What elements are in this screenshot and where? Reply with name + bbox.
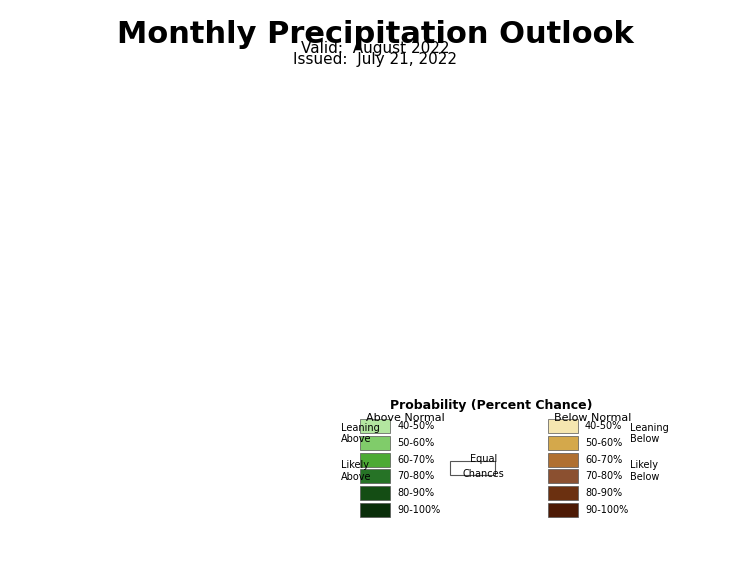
Text: 60-70%: 60-70% [398, 455, 435, 465]
Text: 90-100%: 90-100% [398, 505, 441, 514]
FancyBboxPatch shape [548, 486, 578, 500]
FancyBboxPatch shape [360, 419, 390, 433]
Text: Leaning
Below: Leaning Below [630, 423, 669, 444]
Text: 80-90%: 80-90% [398, 488, 435, 498]
Text: Monthly Precipitation Outlook: Monthly Precipitation Outlook [117, 20, 633, 49]
Text: Issued:  July 21, 2022: Issued: July 21, 2022 [293, 52, 457, 67]
Text: 70-80%: 70-80% [585, 472, 622, 481]
Text: Chances: Chances [463, 469, 505, 478]
Text: 70-80%: 70-80% [398, 472, 435, 481]
Text: Equal: Equal [470, 454, 497, 464]
FancyBboxPatch shape [548, 436, 578, 450]
Text: Likely
Below: Likely Below [630, 461, 659, 482]
Text: Above Normal: Above Normal [366, 413, 444, 423]
Text: 40-50%: 40-50% [398, 421, 435, 432]
Text: Valid:  August 2022: Valid: August 2022 [301, 41, 449, 56]
FancyBboxPatch shape [360, 503, 390, 517]
Text: Leaning
Above: Leaning Above [341, 423, 380, 444]
FancyBboxPatch shape [360, 469, 390, 483]
Text: Likely
Above: Likely Above [341, 461, 372, 482]
FancyBboxPatch shape [548, 503, 578, 517]
FancyBboxPatch shape [548, 469, 578, 483]
Text: 40-50%: 40-50% [585, 421, 622, 432]
Text: Probability (Percent Chance): Probability (Percent Chance) [390, 399, 592, 412]
FancyBboxPatch shape [548, 419, 578, 433]
Text: Below Normal: Below Normal [554, 413, 632, 423]
Text: 50-60%: 50-60% [585, 438, 622, 448]
FancyBboxPatch shape [360, 453, 390, 466]
Text: 60-70%: 60-70% [585, 455, 622, 465]
FancyBboxPatch shape [548, 453, 578, 466]
FancyBboxPatch shape [450, 461, 495, 475]
Text: 50-60%: 50-60% [398, 438, 435, 448]
FancyBboxPatch shape [360, 486, 390, 500]
Text: 80-90%: 80-90% [585, 488, 622, 498]
FancyBboxPatch shape [360, 436, 390, 450]
Text: 90-100%: 90-100% [585, 505, 628, 514]
